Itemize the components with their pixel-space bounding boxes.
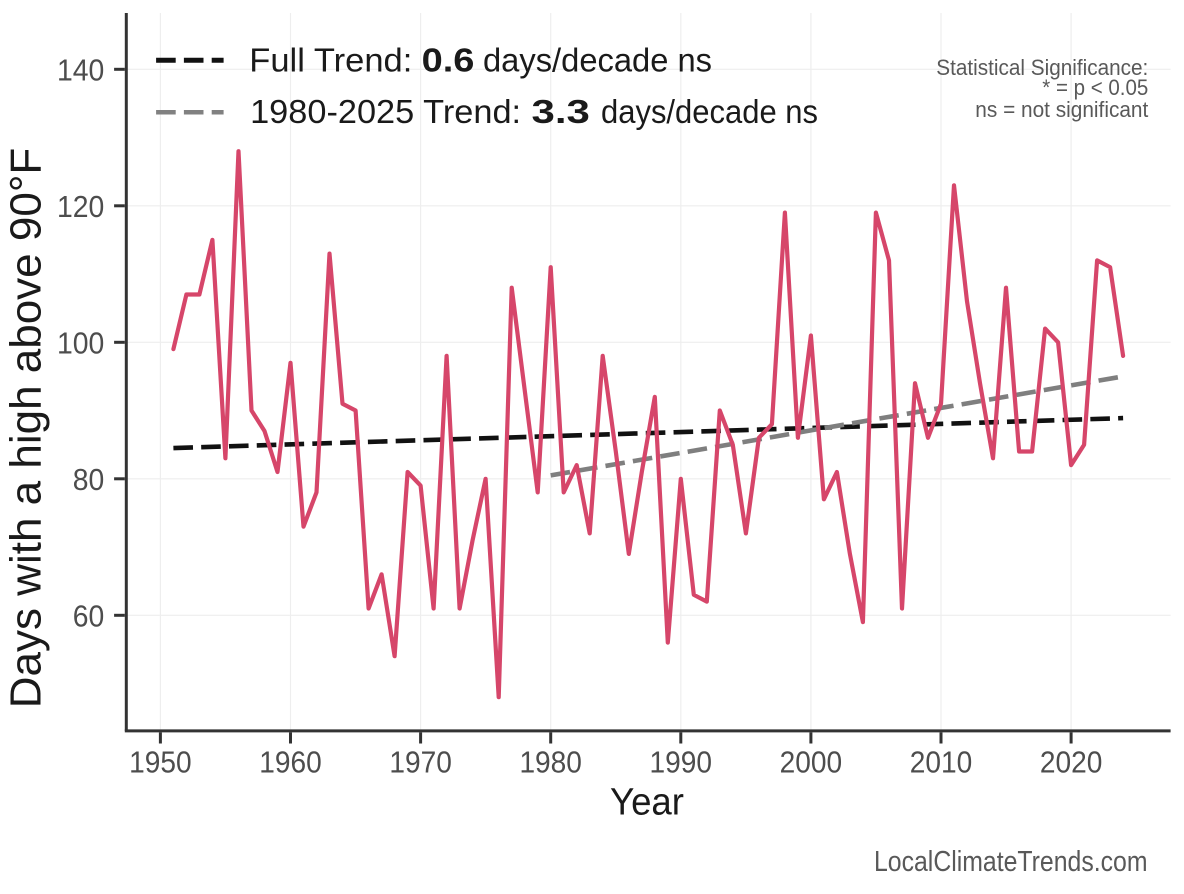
svg-text:2000: 2000 <box>780 745 843 779</box>
svg-text:1960: 1960 <box>259 745 322 779</box>
svg-text:* = p < 0.05: * = p < 0.05 <box>1042 75 1148 100</box>
svg-text:0.6: 0.6 <box>422 42 475 79</box>
svg-text:3.3: 3.3 <box>532 93 590 130</box>
svg-text:Year: Year <box>610 782 684 824</box>
svg-text:100: 100 <box>57 327 104 361</box>
svg-text:days/decade ns: days/decade ns <box>601 93 818 130</box>
svg-text:2020: 2020 <box>1040 745 1103 779</box>
svg-text:120: 120 <box>57 190 104 224</box>
svg-text:1970: 1970 <box>389 745 452 779</box>
svg-text:1980-2025 Trend:: 1980-2025 Trend: <box>250 93 521 130</box>
svg-text:ns = not significant: ns = not significant <box>975 97 1148 122</box>
svg-text:60: 60 <box>73 600 105 634</box>
svg-text:1980: 1980 <box>519 745 582 779</box>
svg-text:Statistical Significance:: Statistical Significance: <box>936 55 1148 80</box>
svg-text:days/decade ns: days/decade ns <box>483 42 712 79</box>
svg-text:Days with a high above 90°F: Days with a high above 90°F <box>2 148 51 709</box>
svg-text:Full Trend:: Full Trend: <box>249 42 412 79</box>
svg-text:1990: 1990 <box>650 745 713 779</box>
svg-text:80: 80 <box>73 463 105 497</box>
svg-text:140: 140 <box>57 54 104 88</box>
svg-text:2010: 2010 <box>910 745 973 779</box>
svg-text:LocalClimateTrends.com: LocalClimateTrends.com <box>874 846 1148 878</box>
svg-text:1950: 1950 <box>129 745 192 779</box>
